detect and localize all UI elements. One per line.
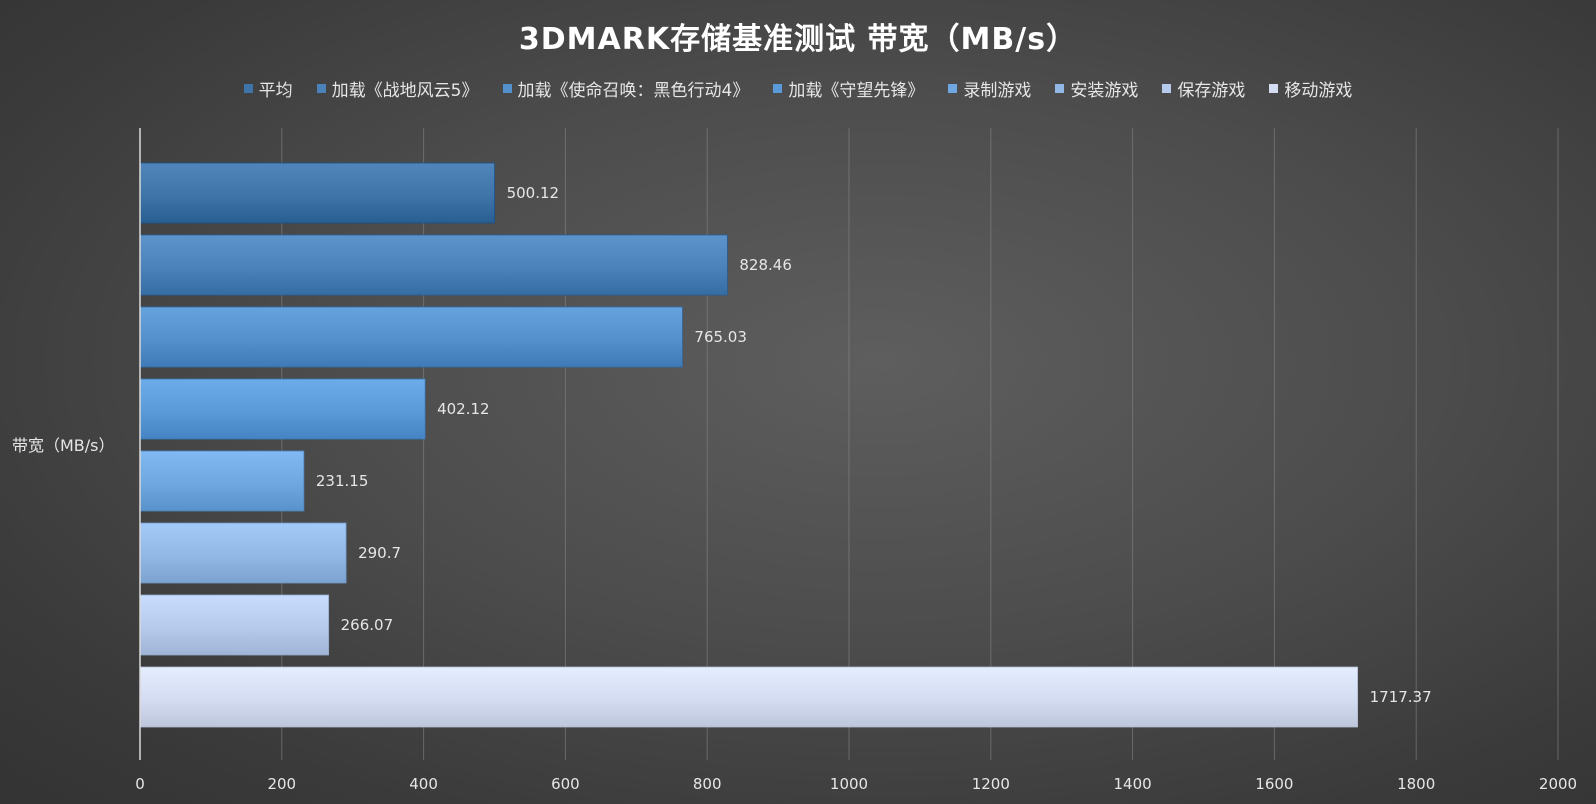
legend-label: 安装游戏 <box>1070 81 1139 101</box>
legend-label: 加载《使命召唤：黑色行动4》 <box>517 81 750 101</box>
legend-item: 保存游戏 <box>1162 76 1245 101</box>
x-tick-label: 200 <box>267 775 296 793</box>
legend-swatch <box>1055 84 1065 93</box>
x-tick-label: 0 <box>135 775 145 793</box>
chart-title: 3DMARK存储基准测试 带宽（MB/s） <box>518 22 1078 57</box>
legend-swatch <box>948 84 958 93</box>
bars <box>139 162 1359 728</box>
data-labels: 500.12 828.46 765.03 402.12 231.15 290.7 266.0… <box>316 184 1432 706</box>
legend: 平均 加载《战地风云5》 加载《使命召唤：黑色行动4》 加载《守望先锋》 录制游戏 安装游… <box>0 76 1596 101</box>
legend-item: 加载《守望先锋》 <box>773 76 924 101</box>
bar <box>139 234 728 296</box>
legend-swatch <box>316 84 326 93</box>
x-tick-label: 2000 <box>1539 775 1577 793</box>
legend-label: 保存游戏 <box>1177 81 1246 101</box>
legend-swatch <box>1162 84 1172 93</box>
legend-item: 加载《使命召唤：黑色行动4》 <box>502 76 750 101</box>
data-label: 500.12 <box>507 184 560 202</box>
legend-swatch <box>502 84 512 93</box>
legend-item: 安装游戏 <box>1055 76 1138 101</box>
bar <box>139 306 683 368</box>
legend-label: 平均 <box>258 81 293 101</box>
legend-label: 录制游戏 <box>963 81 1032 101</box>
data-label: 765.03 <box>694 328 747 346</box>
y-axis-label: 带宽（MB/s） <box>12 436 115 455</box>
data-label: 402.12 <box>437 400 490 418</box>
x-tick-label: 600 <box>551 775 580 793</box>
legend-item: 加载《战地风云5》 <box>316 76 479 101</box>
bar <box>139 378 426 440</box>
bar <box>139 666 1359 728</box>
legend-item: 录制游戏 <box>948 76 1031 101</box>
legend-swatch <box>1269 84 1279 93</box>
legend-label: 加载《战地风云5》 <box>331 81 479 101</box>
bar <box>139 522 347 584</box>
legend-label: 移动游戏 <box>1284 81 1353 101</box>
legend-item: 平均 <box>243 76 293 101</box>
data-label: 828.46 <box>739 256 792 274</box>
legend-item: 移动游戏 <box>1269 76 1352 101</box>
data-label: 231.15 <box>316 472 369 490</box>
bar <box>139 450 305 512</box>
x-tick-label: 800 <box>693 775 722 793</box>
x-tick-label: 400 <box>409 775 438 793</box>
data-label: 1717.37 <box>1370 688 1432 706</box>
data-label: 266.07 <box>341 616 394 634</box>
x-tick-label: 1000 <box>830 775 868 793</box>
x-tick-label: 1600 <box>1255 775 1293 793</box>
x-tick-label: 1800 <box>1397 775 1435 793</box>
x-tick-label: 1200 <box>972 775 1010 793</box>
x-tick-label: 1400 <box>1114 775 1152 793</box>
x-axis-ticks: 0 200 400 600 800 1000 1200 1400 1600 1800 2000 <box>135 775 1577 793</box>
bar <box>139 162 495 224</box>
legend-swatch <box>773 84 783 93</box>
bar <box>139 594 330 656</box>
legend-label: 加载《守望先锋》 <box>788 81 925 101</box>
legend-swatch <box>243 84 253 93</box>
data-label: 290.7 <box>358 544 401 562</box>
